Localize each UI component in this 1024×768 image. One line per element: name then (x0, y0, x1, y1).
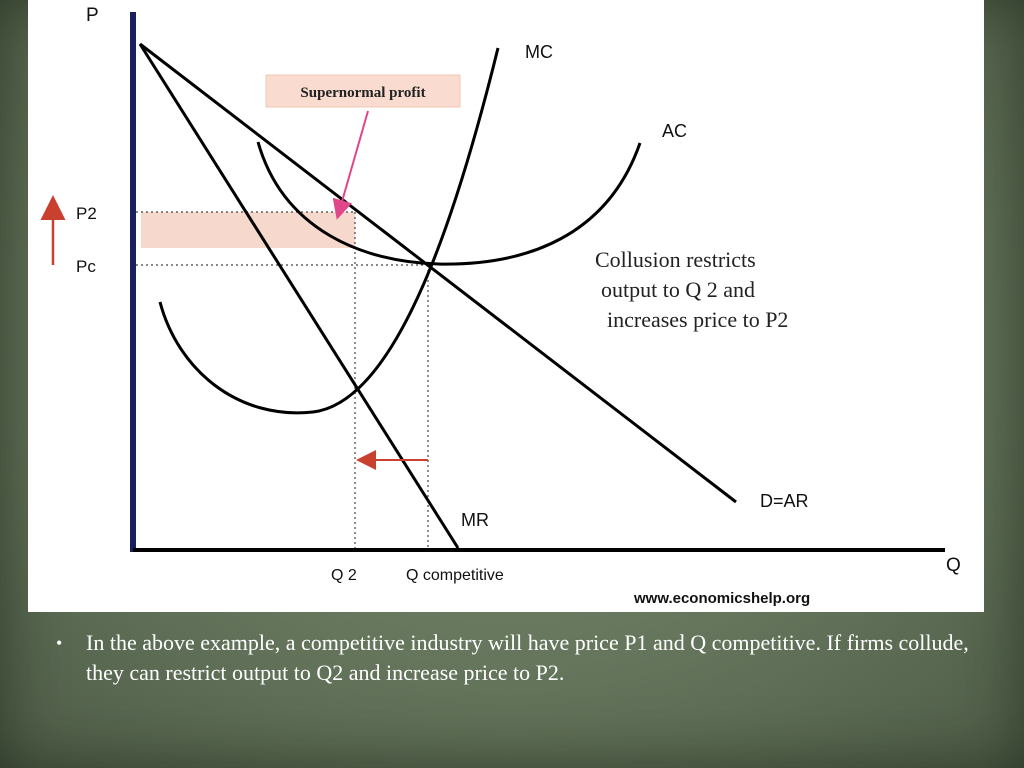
demand-label: D=AR (760, 491, 809, 511)
supernormal-profit-callout-label: Supernormal profit (300, 85, 425, 101)
monopoly-collusion-diagram: Supernormal profit P Q P2 Pc MC AC D=AR … (40, 5, 961, 607)
ac-label: AC (662, 121, 687, 141)
mc-curve (158, 47, 500, 415)
q2-label: Q 2 (331, 567, 357, 584)
supernormal-profit-callout-box (265, 74, 461, 108)
y-axis-label: P (86, 5, 99, 26)
diagram-panel: Supernormal profit P Q P2 Pc MC AC D=AR … (28, 0, 984, 612)
mr-curve (138, 43, 460, 549)
annotation-line-2: output to Q 2 and (601, 277, 755, 302)
q-competitive-label: Q competitive (406, 567, 504, 584)
mc-label: MC (525, 42, 553, 62)
annotation-line-1: Collusion restricts (595, 247, 756, 272)
pc-label: Pc (76, 257, 96, 276)
bullet-marker: • (56, 633, 63, 653)
p2-label: P2 (76, 204, 97, 223)
slide-caption: • In the above example, a competitive in… (56, 628, 986, 688)
ac-curve (256, 141, 642, 266)
annotation-line-3: increases price to P2 (607, 307, 788, 332)
mr-label: MR (461, 510, 489, 530)
x-axis-label: Q (946, 555, 961, 576)
source-credit: www.economicshelp.org (633, 590, 810, 607)
demand-curve (139, 42, 737, 504)
caption-text: In the above example, a competitive indu… (86, 630, 969, 685)
callout-arrow (332, 110, 369, 220)
